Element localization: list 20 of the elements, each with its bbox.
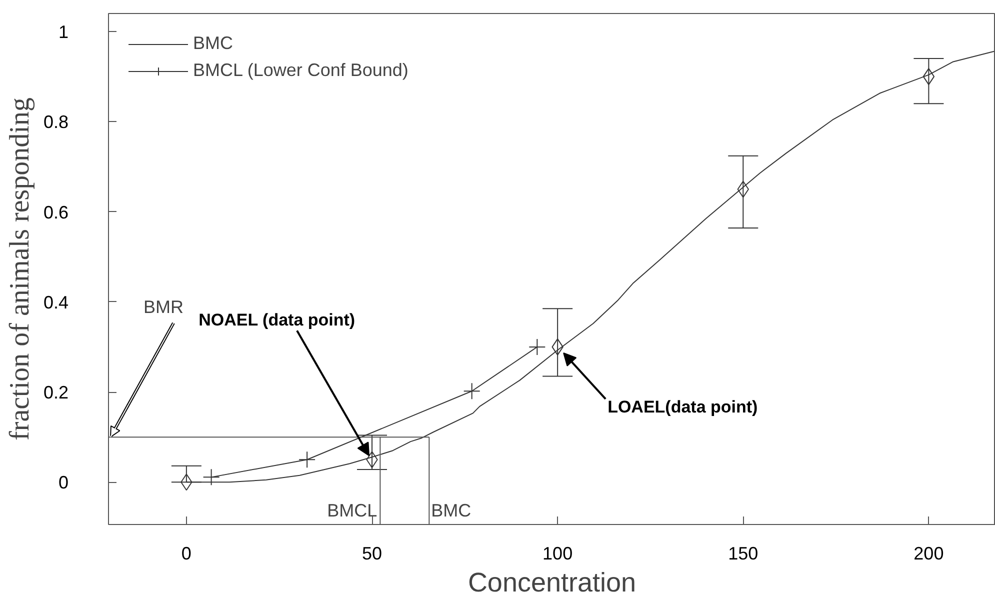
- x-tick-label: 200: [914, 544, 944, 564]
- x-tick-label: 50: [362, 544, 382, 564]
- ref-line-label: BMC: [431, 500, 472, 520]
- annotation: NOAEL (data point): [198, 310, 356, 330]
- annotation: LOAEL(data point): [608, 397, 758, 416]
- y-axis-title: fraction of animals responding: [4, 98, 36, 440]
- ref-line-label: BMCL: [327, 500, 378, 520]
- y-tick-label: 0.8: [43, 112, 69, 132]
- y-tick-label: 1: [58, 22, 69, 42]
- ref-line-label: BMR: [144, 297, 184, 318]
- x-tick-label: 100: [542, 544, 573, 564]
- y-tick-label: 0.6: [43, 202, 69, 222]
- legend-label: BMC: [193, 33, 233, 54]
- y-tick-label: 0.4: [43, 292, 69, 312]
- x-tick-label: 150: [728, 544, 758, 564]
- x-tick-label: 0: [181, 544, 192, 564]
- y-tick-label: 0.2: [43, 382, 69, 403]
- y-tick-label: 0: [58, 472, 69, 493]
- x-axis-title: Concentration: [468, 568, 636, 598]
- legend-label: BMCL (Lower Conf Bound): [193, 60, 408, 81]
